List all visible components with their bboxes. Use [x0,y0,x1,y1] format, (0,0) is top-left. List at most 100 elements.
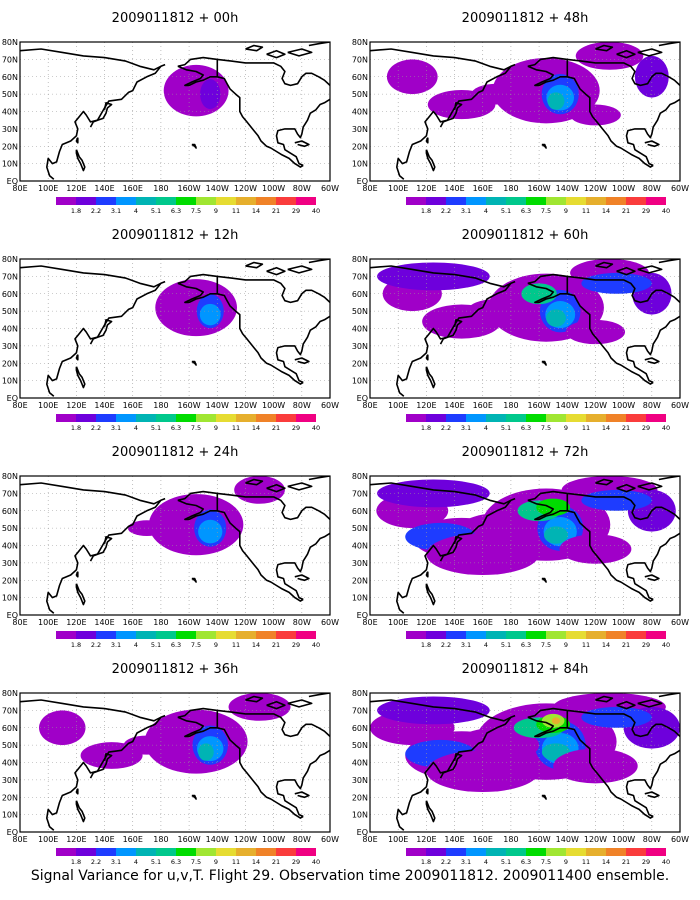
y-tick-label: 60N [352,290,368,299]
x-tick-label: 80E [362,184,377,193]
colorbar-swatch [426,197,446,205]
coastline [45,716,162,831]
x-tick-label: 160E [123,835,143,844]
x-tick-label: 180 [503,618,518,627]
y-tick-label: 60N [2,724,18,733]
colorbar-label: 5.1 [501,641,511,649]
x-tick-label: 120E [66,401,86,410]
colorbar-swatch [466,414,486,422]
colorbar-swatch [176,848,196,856]
colorbar-label: 3.1 [461,858,471,866]
colorbar-swatch [606,197,626,205]
coastline [637,48,663,57]
coastline [217,727,304,819]
y-tick-label: 10N [2,160,18,169]
colorbar-label: 1.8 [421,424,431,432]
colorbar-label: 5.1 [151,424,161,432]
colorbar-swatch [506,631,526,639]
colorbar-label: 40 [312,207,320,215]
x-tick-label: 60W [321,618,339,627]
x-tick-label: 160W [527,401,550,410]
y-tick-label: 10N [352,811,368,820]
x-tick-label: 120W [584,401,607,410]
colorbar-label: 3.1 [111,207,121,215]
colorbar-label: 29 [642,207,650,215]
x-tick-label: 140W [206,618,229,627]
colorbar-swatch [646,414,666,422]
colorbar-label: 21 [272,207,280,215]
coastline [89,752,113,779]
colorbar-swatch [486,414,506,422]
colorbar-label: 21 [622,207,630,215]
x-tick-label: 120E [66,184,86,193]
colorbar-label: 1.8 [421,207,431,215]
y-tick-label: 50N [2,307,18,316]
coastline [625,315,680,384]
map-frame [369,258,681,399]
colorbar-swatch [296,414,316,422]
colorbar-label: 29 [292,858,300,866]
colorbar-label: 11 [582,641,590,649]
x-tick-label: 100E [38,401,58,410]
colorbar-label: 5.1 [151,641,161,649]
x-tick-label: 120W [584,835,607,844]
coastline [567,275,680,304]
colorbar-swatch [196,631,216,639]
colorbar-swatch [426,414,446,422]
colorbar-swatch [606,848,626,856]
variance-area [581,272,652,294]
colorbar-swatch [566,197,586,205]
colorbar-swatch [136,848,156,856]
colorbar-label: 1.8 [71,641,81,649]
colorbar-label: 2.2 [91,858,101,866]
x-tick-label: 140E [444,618,464,627]
coastline [625,749,680,818]
x-tick-label: 80E [362,835,377,844]
colorbar-swatch [136,631,156,639]
x-tick-label: 140E [94,184,114,193]
coastline [425,366,436,389]
x-tick-label: 120W [234,184,257,193]
coastline [217,58,330,87]
colorbar-label: 6.3 [521,858,531,866]
x-tick-label: 180 [153,401,168,410]
x-tick-label: 160E [473,618,493,627]
coastline [294,791,310,799]
x-tick-label: 80E [362,618,377,627]
coastline [20,482,166,505]
coastline [425,354,429,361]
colorbar-swatch [196,414,216,422]
coastline [45,65,162,180]
coastline [245,44,264,52]
y-tick-label: 40N [2,325,18,334]
map-frame [369,475,681,616]
coastline [75,583,86,606]
colorbar-swatch [526,848,546,856]
y-tick-label: EQ [357,611,368,620]
map-panel: 2009011812 + 48h EQ 10N 20N 30N 40N 50N 60N 70N 8… [352,11,689,215]
x-tick-label: 60W [671,401,689,410]
colorbar-swatch [506,414,526,422]
colorbar-label: 29 [292,207,300,215]
colorbar-label: 3.1 [111,641,121,649]
colorbar-label: 4 [134,207,138,215]
x-tick-label: 140W [206,401,229,410]
x-tick-label: 100W [262,184,285,193]
x-tick-label: 160E [123,184,143,193]
x-tick-label: 140W [556,835,579,844]
colorbar-swatch [466,197,486,205]
x-tick-label: 100W [612,618,635,627]
colorbar-swatch [96,197,116,205]
x-tick-label: 100E [388,184,408,193]
map-frame [19,258,331,399]
colorbar-swatch [276,197,296,205]
coastline [75,354,79,361]
colorbar-swatch [156,414,176,422]
colorbar-swatch [486,197,506,205]
x-tick-label: 180 [503,401,518,410]
coastline [217,275,330,304]
panel-title: 2009011812 + 72h [462,445,589,460]
coastline [567,58,680,87]
coastline [294,140,310,148]
x-tick-label: 160E [473,184,493,193]
